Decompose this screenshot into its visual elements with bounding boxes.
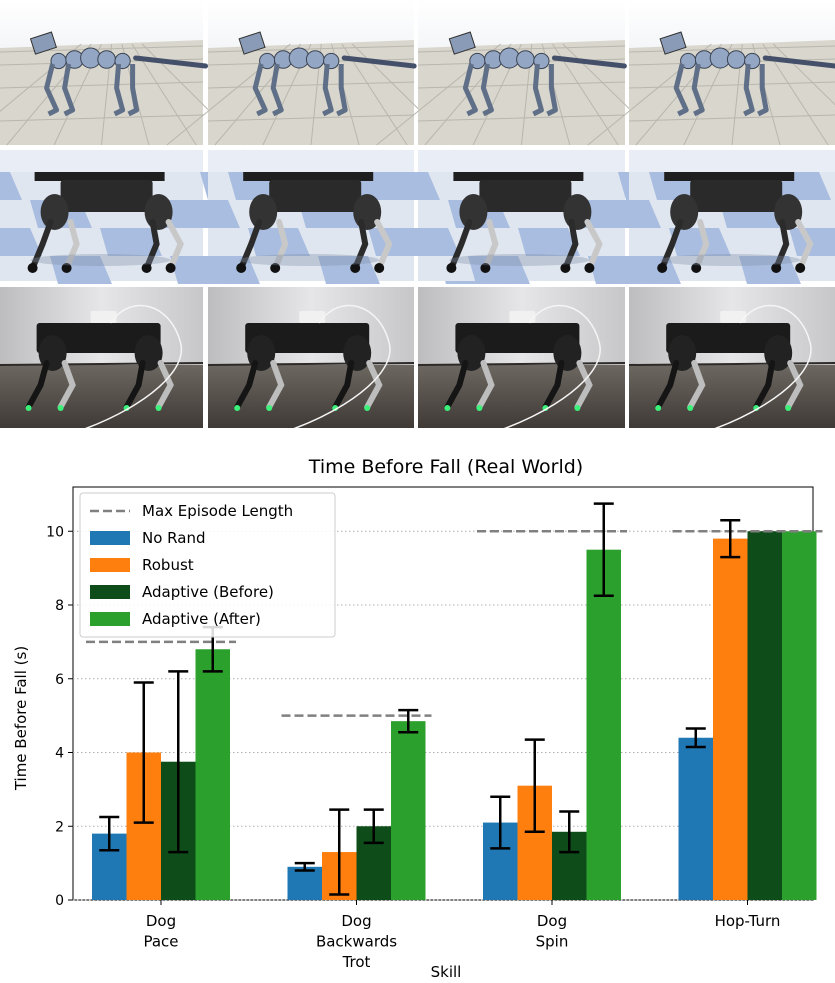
y-axis-label: Time Before Fall (s) bbox=[12, 646, 30, 791]
legend-swatch bbox=[90, 531, 130, 545]
sim-dog-panel bbox=[376, 0, 667, 165]
robot-snapshot-grid bbox=[0, 0, 835, 428]
x-tick-label: Dog bbox=[146, 912, 176, 930]
y-tick-label: 6 bbox=[55, 672, 64, 688]
x-tick-label: Backwards bbox=[316, 933, 397, 951]
x-tick-label: Hop-Turn bbox=[715, 912, 781, 930]
legend-label: Adaptive (After) bbox=[142, 610, 261, 628]
real-robot-panel bbox=[0, 287, 204, 428]
bar bbox=[782, 531, 817, 900]
legend-label: Max Episode Length bbox=[142, 502, 293, 520]
plot-area: 0 2 4 6 8 10 Dog Pace Dog Backwards Trot Dog Spin Hop… bbox=[46, 486, 823, 971]
sim-dog-panel bbox=[166, 0, 456, 165]
x-tick-label: Spin bbox=[536, 933, 569, 951]
legend-swatch bbox=[90, 558, 130, 572]
legend-label: Adaptive (Before) bbox=[142, 583, 274, 601]
y-tick-label: 0 bbox=[55, 893, 64, 909]
legend-label: No Rand bbox=[142, 529, 205, 547]
bar bbox=[586, 549, 621, 900]
real-robot-panel bbox=[207, 287, 415, 428]
y-tick-label: 8 bbox=[55, 598, 64, 614]
x-tick-label: Dog bbox=[537, 912, 567, 930]
time-before-fall-chart: Time Before Fall (Real World) Time Befor… bbox=[12, 456, 823, 981]
bar bbox=[391, 721, 426, 900]
real-robot-panel bbox=[628, 287, 835, 428]
x-tick-label: Trot bbox=[342, 953, 371, 971]
y-tick-label: 2 bbox=[55, 819, 64, 835]
legend: Max Episode Length No Rand Robust Adaptive … bbox=[79, 492, 336, 638]
bar bbox=[195, 649, 230, 900]
bar bbox=[678, 737, 713, 900]
y-tick-label: 4 bbox=[55, 746, 64, 762]
legend-label: Robust bbox=[142, 556, 194, 574]
bar bbox=[287, 866, 322, 900]
bar bbox=[713, 538, 748, 900]
sim-dog-panel bbox=[587, 0, 835, 165]
sim-robot-panel bbox=[599, 150, 835, 284]
bar bbox=[747, 531, 782, 900]
legend-swatch bbox=[90, 585, 130, 599]
x-axis-label: Skill bbox=[431, 963, 462, 981]
sim-dog-panel bbox=[0, 0, 244, 165]
legend-swatch bbox=[90, 612, 130, 626]
x-tick-label: Pace bbox=[143, 933, 178, 951]
chart-title: Time Before Fall (Real World) bbox=[308, 456, 583, 478]
y-tick-label: 10 bbox=[46, 524, 64, 540]
real-robot-panel bbox=[417, 287, 626, 428]
x-tick-label: Dog bbox=[341, 912, 371, 930]
